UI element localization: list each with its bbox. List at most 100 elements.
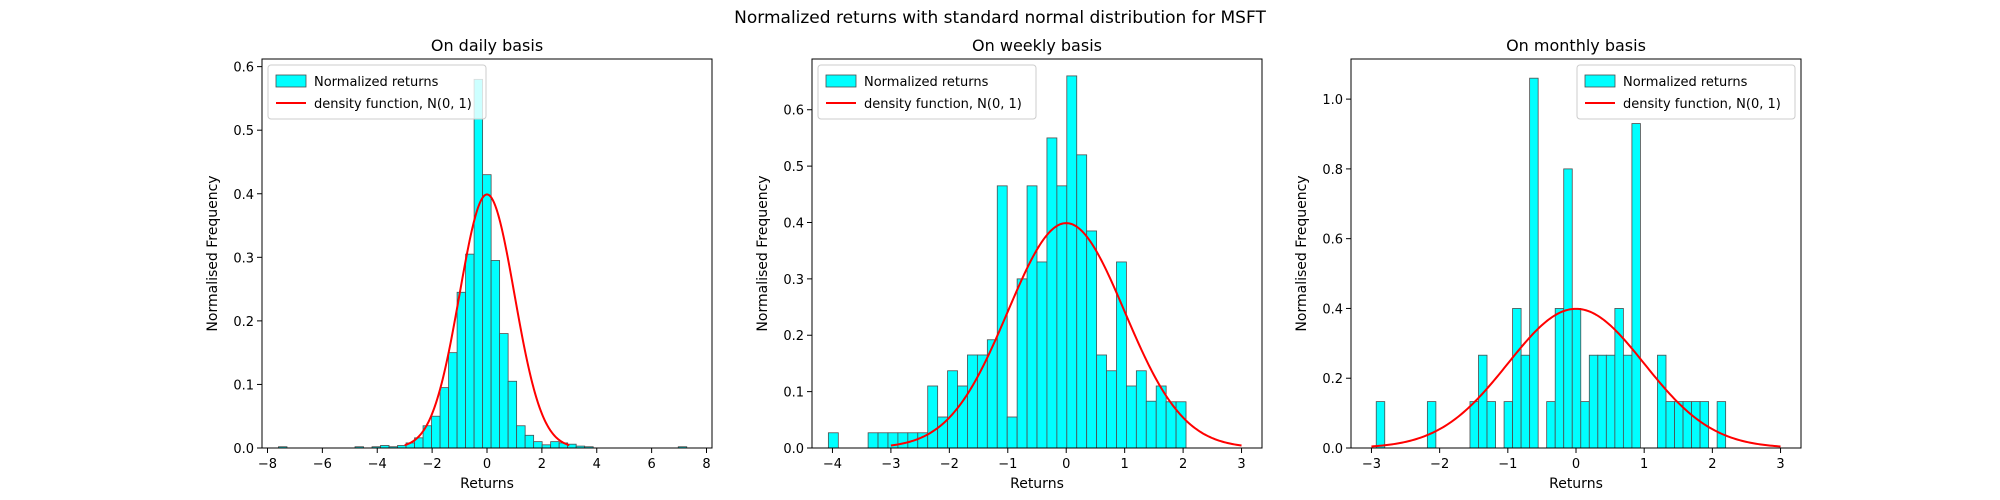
x-tick-label: 2 bbox=[1179, 457, 1187, 472]
histogram-bar bbox=[1135, 370, 1147, 449]
histogram-bar bbox=[1512, 308, 1522, 449]
histogram-bar bbox=[516, 425, 526, 449]
legend: Normalized returns density function, N(0,… bbox=[1576, 64, 1796, 120]
subplot-title: On monthly basis bbox=[1506, 36, 1646, 55]
y-tick-label: 0.6 bbox=[1322, 233, 1343, 248]
y-tick-label: 0.8 bbox=[1322, 163, 1343, 178]
legend-label: density function, N(0, 1) bbox=[314, 97, 472, 112]
y-tick-label: 0.1 bbox=[233, 378, 254, 393]
histogram-bar bbox=[1588, 354, 1599, 449]
histogram-bar bbox=[1469, 401, 1479, 449]
histogram-bars bbox=[1375, 77, 1727, 449]
y-tick-label: 0.5 bbox=[233, 124, 254, 139]
histogram-bar bbox=[1096, 354, 1107, 449]
histogram-bar bbox=[1375, 401, 1386, 449]
histogram-bar bbox=[499, 333, 509, 449]
histogram-bar bbox=[1716, 401, 1727, 449]
legend-label: Normalized returns bbox=[864, 75, 989, 90]
histogram-bar bbox=[1486, 401, 1496, 449]
histogram-bar bbox=[1622, 354, 1633, 449]
legend-patch-swatch bbox=[275, 74, 307, 88]
histogram-bar bbox=[490, 260, 501, 449]
y-tick-label: 0.4 bbox=[1322, 302, 1343, 317]
density-curve bbox=[1371, 307, 1781, 448]
x-tick-label: 0 bbox=[483, 457, 491, 472]
histogram-bar bbox=[1066, 75, 1078, 449]
histogram-bar bbox=[927, 385, 939, 449]
histogram-bar bbox=[1554, 308, 1565, 449]
histogram-bar bbox=[877, 432, 889, 449]
density-curve bbox=[890, 222, 1242, 447]
histogram-bar bbox=[967, 354, 978, 449]
x-tick-label: −1 bbox=[998, 457, 1017, 472]
histogram-bar bbox=[1426, 401, 1437, 449]
x-tick-label: 2 bbox=[538, 457, 546, 472]
histogram-bar bbox=[431, 415, 441, 449]
histogram-bar bbox=[1691, 401, 1701, 449]
histogram-bar bbox=[1503, 401, 1513, 449]
histogram-bar bbox=[1036, 261, 1048, 449]
histogram-bar bbox=[1529, 77, 1539, 449]
x-tick-label: −2 bbox=[940, 457, 959, 472]
y-tick-label: 0.1 bbox=[783, 386, 804, 401]
x-tick-label: −4 bbox=[823, 457, 842, 472]
histogram-bar bbox=[1046, 137, 1058, 449]
y-tick-label: 0.5 bbox=[783, 160, 804, 175]
histogram-bar bbox=[1126, 385, 1137, 449]
subplots: −8 −6 −4 −2 0 2 4 6 8 0.0 0.1 0.2 0.3 0.4 0.5 0.6 On dai… bbox=[205, 36, 1802, 492]
legend-box bbox=[817, 64, 1037, 120]
x-tick-label: −8 bbox=[258, 457, 277, 472]
histogram-bar bbox=[1175, 401, 1187, 449]
legend: Normalized returns density function, N(0,… bbox=[267, 64, 487, 120]
figure-suptitle: Normalized returns with standard normal … bbox=[734, 8, 1266, 28]
x-tick-label: −6 bbox=[313, 457, 332, 472]
histogram-bar bbox=[550, 441, 560, 449]
subplot-title: On daily basis bbox=[431, 36, 543, 55]
y-axis-label: Normalised Frequency bbox=[1294, 175, 1310, 331]
y-tick-label: 0.0 bbox=[233, 442, 254, 457]
legend-box bbox=[1576, 64, 1796, 120]
histogram-bar bbox=[867, 432, 879, 449]
legend-label: Normalized returns bbox=[314, 75, 439, 90]
x-tick-label: −1 bbox=[1498, 457, 1517, 472]
x-tick-label: −2 bbox=[1430, 457, 1449, 472]
histogram-bar bbox=[439, 387, 449, 449]
histogram-bar bbox=[1520, 354, 1531, 449]
histogram-bars bbox=[827, 75, 1187, 449]
histogram-bar bbox=[465, 253, 475, 449]
y-tick-label: 0.2 bbox=[783, 329, 804, 344]
histogram-bar bbox=[1631, 123, 1641, 449]
x-tick-label: 8 bbox=[702, 457, 710, 472]
histogram-bar bbox=[482, 174, 492, 449]
histogram-bar bbox=[1546, 401, 1556, 449]
y-axis-label: Normalised Frequency bbox=[205, 175, 221, 331]
y-tick-label: 0.0 bbox=[1322, 442, 1343, 457]
legend-label: density function, N(0, 1) bbox=[1623, 97, 1781, 112]
histogram-bar bbox=[507, 380, 518, 449]
x-tick-label: 1 bbox=[1640, 457, 1648, 472]
x-tick-label: 3 bbox=[1776, 457, 1784, 472]
histogram-bar bbox=[1076, 154, 1088, 449]
subplot-2: −4 −3 −2 −1 0 1 2 3 0.0 0.1 0.2 0.3 0.4 0.5 0.6 On week… bbox=[755, 36, 1263, 492]
histogram-bar bbox=[1605, 354, 1616, 449]
histogram-bar bbox=[1478, 354, 1488, 449]
legend: Normalized returns density function, N(0,… bbox=[817, 64, 1037, 120]
density-curve bbox=[404, 193, 570, 447]
legend-patch-swatch bbox=[1584, 74, 1616, 88]
histogram-bar bbox=[524, 434, 535, 449]
axes-frame bbox=[811, 58, 1263, 449]
histogram-bar bbox=[456, 291, 466, 449]
histogram-bar bbox=[827, 432, 839, 449]
y-tick-label: 0.3 bbox=[233, 251, 254, 266]
histogram-bar bbox=[1116, 261, 1127, 449]
histogram-bar bbox=[1026, 185, 1038, 449]
histogram-bar bbox=[1674, 401, 1684, 449]
legend-box bbox=[267, 64, 487, 120]
legend-label: density function, N(0, 1) bbox=[864, 97, 1022, 112]
x-tick-label: −3 bbox=[1362, 457, 1381, 472]
histogram-bar bbox=[1665, 401, 1675, 449]
histogram-bar bbox=[1106, 370, 1117, 449]
x-axis-label: Returns bbox=[1549, 476, 1603, 492]
x-tick-label: −4 bbox=[368, 457, 387, 472]
